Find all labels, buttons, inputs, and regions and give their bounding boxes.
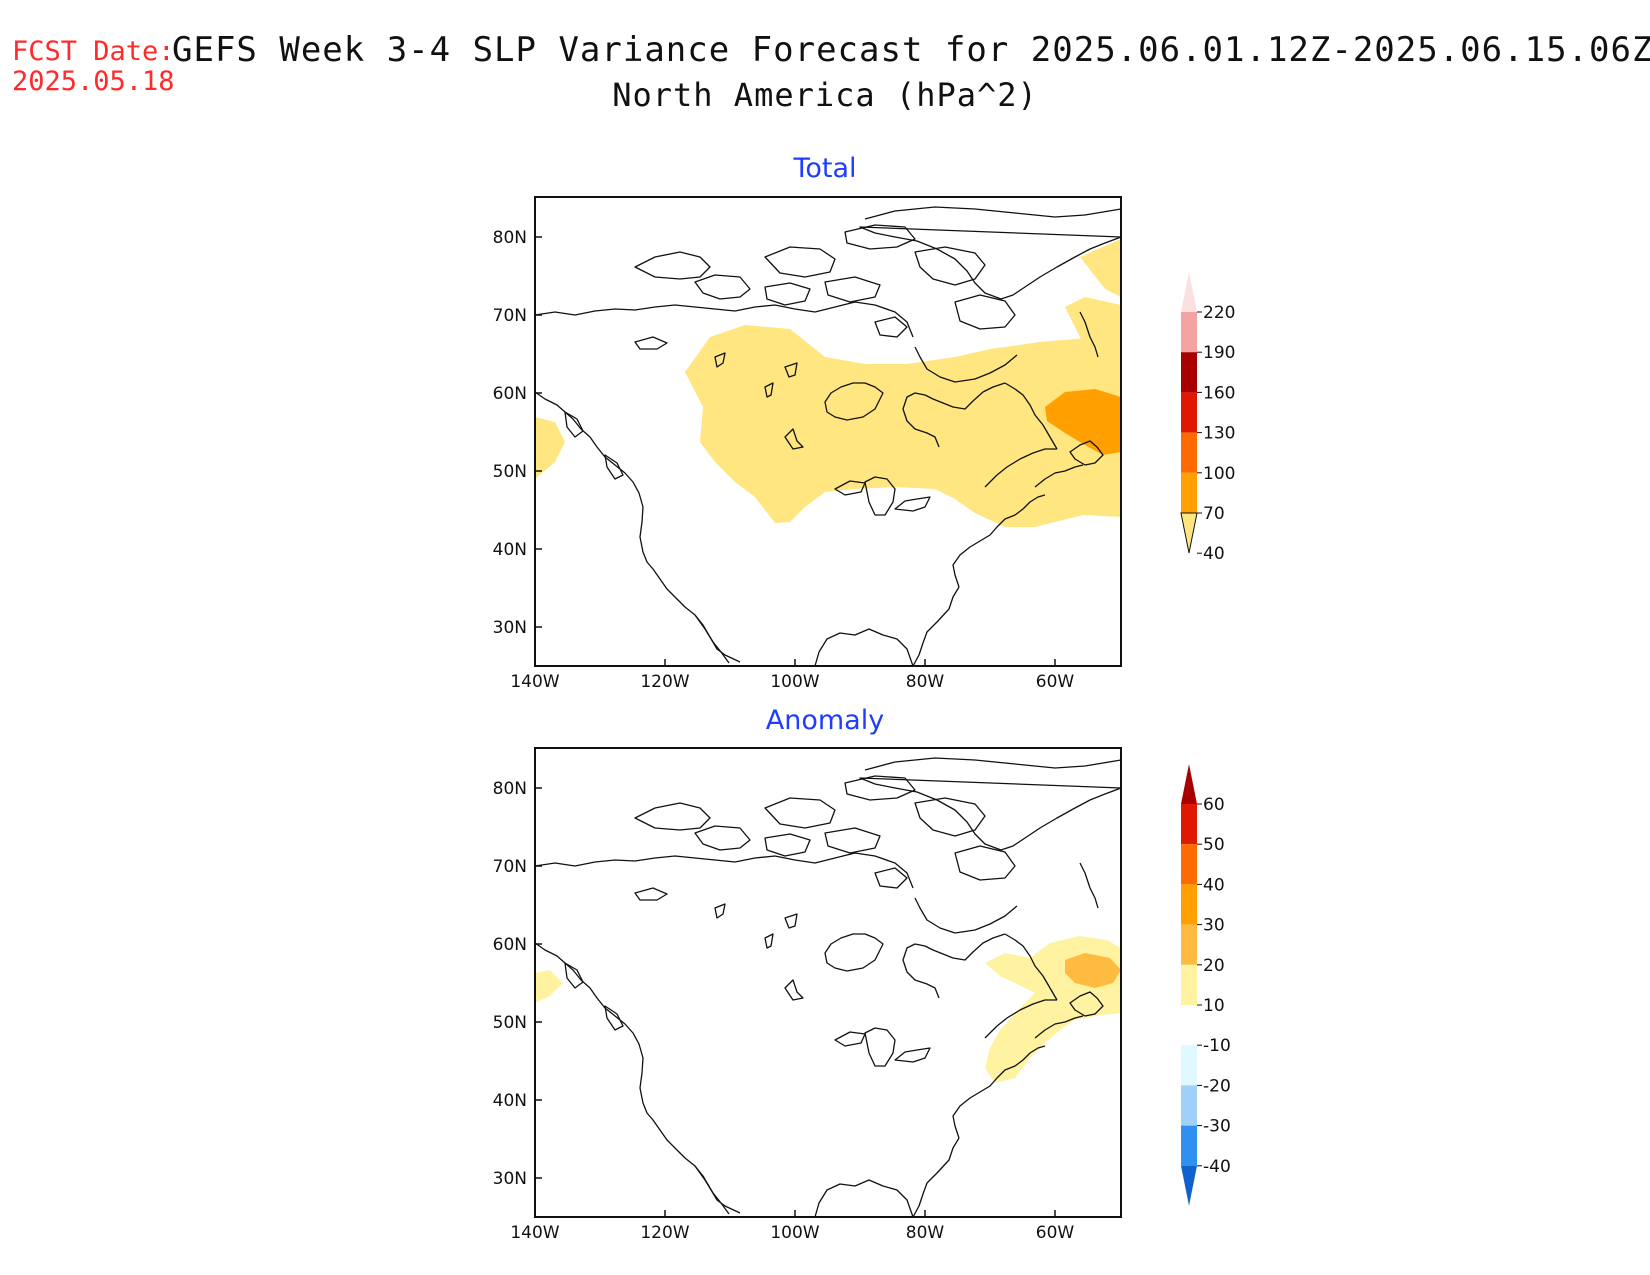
anomaly-colorbar-segment xyxy=(1181,1085,1197,1126)
total-colorbar-label: 40 xyxy=(1203,544,1225,564)
anomaly-colorbar-segment xyxy=(1181,1005,1197,1046)
total-colorbar-segment xyxy=(1181,472,1197,513)
total-lat-label: 40N xyxy=(493,540,527,560)
anomaly-colorbar-bottom-arrow xyxy=(1181,1165,1197,1206)
anomaly-lon-label: 80W xyxy=(906,1223,945,1243)
forecast-date-value: 2025.05.18 xyxy=(12,66,175,97)
total-lon-label: 140W xyxy=(510,672,559,692)
anomaly-colorbar-label: 20 xyxy=(1203,956,1225,976)
anomaly-colorbar-label: -40 xyxy=(1203,1157,1231,1177)
anomaly-colorbar-top-arrow xyxy=(1181,764,1197,804)
total-lat-label: 60N xyxy=(493,384,527,404)
anomaly-colorbar-segment xyxy=(1181,924,1197,965)
anomaly-colorbar-label: 60 xyxy=(1203,795,1225,815)
total-lon-label: 120W xyxy=(640,672,689,692)
total-colorbar-segment xyxy=(1181,432,1197,473)
anomaly-lat-label: 60N xyxy=(493,935,527,955)
anomaly-colorbar-label: -20 xyxy=(1203,1076,1231,1096)
anomaly-map-panel: 80N 70N 60N 50N 40N 30N 140W 120W 100W 80W 60W xyxy=(493,747,1122,1243)
total-lat-label: 30N xyxy=(493,618,527,638)
anomaly-colorbar-segment xyxy=(1181,844,1197,885)
main-title: GEFS Week 3-4 SLP Variance Forecast for … xyxy=(172,30,1650,70)
panel-title-total: Total xyxy=(793,153,857,184)
total-colorbar-label: 130 xyxy=(1203,424,1235,444)
anomaly-colorbar-label: -30 xyxy=(1203,1117,1231,1137)
anomaly-lon-label: 100W xyxy=(770,1223,819,1243)
subtitle: North America (hPa^2) xyxy=(612,76,1038,114)
total-lat-label: 80N xyxy=(493,228,527,248)
total-lon-label: 100W xyxy=(770,672,819,692)
anomaly-lat-label: 70N xyxy=(493,857,527,877)
total-colorbar-top-arrow xyxy=(1181,272,1197,312)
total-colorbar-bottom-arrow xyxy=(1180,512,1198,554)
total-colorbar-label: 160 xyxy=(1203,383,1235,403)
panel-title-anomaly: Anomaly xyxy=(765,705,885,736)
anomaly-colorbar-label: 40 xyxy=(1203,875,1225,895)
total-colorbar-label: 70 xyxy=(1203,504,1225,524)
total-lon-label: 80W xyxy=(906,672,945,692)
anomaly-lon-label: 60W xyxy=(1036,1223,1075,1243)
anomaly-lon-label: 120W xyxy=(640,1223,689,1243)
anomaly-colorbar-label: -10 xyxy=(1203,1036,1231,1056)
anomaly-shading xyxy=(535,936,1121,1083)
total-axis-labels: 80N 70N 60N 50N 40N 30N 140W 120W 100W 80W 60W xyxy=(493,228,1075,692)
anomaly-colorbar: 60 50 40 30 20 10 -10 -20 -30 -40 xyxy=(1181,764,1231,1206)
total-lat-label: 50N xyxy=(493,462,527,482)
anomaly-axis-labels: 80N 70N 60N 50N 40N 30N 140W 120W 100W 80W 60W xyxy=(493,779,1075,1243)
anomaly-lat-label: 50N xyxy=(493,1013,527,1033)
total-colorbar: 220 190 160 130 100 70 40 xyxy=(1180,272,1235,564)
total-colorbar-label: 100 xyxy=(1203,464,1235,484)
total-colorbar-label: 190 xyxy=(1203,343,1235,363)
anomaly-lat-label: 30N xyxy=(493,1169,527,1189)
anomaly-lat-label: 40N xyxy=(493,1091,527,1111)
total-colorbar-label: 220 xyxy=(1203,303,1235,323)
anomaly-colorbar-label: 30 xyxy=(1203,916,1225,936)
anomaly-colorbar-label: 50 xyxy=(1203,835,1225,855)
anomaly-colorbar-label: 10 xyxy=(1203,996,1225,1016)
total-colorbar-segment xyxy=(1181,392,1197,433)
anomaly-lat-label: 80N xyxy=(493,779,527,799)
total-map-panel: 80N 70N 60N 50N 40N 30N 140W 120W 100W 80W 60W xyxy=(493,196,1122,692)
forecast-date-label: FCST Date: xyxy=(12,36,175,67)
anomaly-colorbar-segment xyxy=(1181,884,1197,925)
total-lon-label: 60W xyxy=(1036,672,1075,692)
total-colorbar-segment xyxy=(1181,312,1197,353)
anomaly-colorbar-segment xyxy=(1181,1125,1197,1166)
anomaly-colorbar-segment xyxy=(1181,1045,1197,1086)
anomaly-lon-label: 140W xyxy=(510,1223,559,1243)
anomaly-colorbar-segment xyxy=(1181,964,1197,1005)
total-colorbar-segment xyxy=(1181,352,1197,393)
total-lat-label: 70N xyxy=(493,306,527,326)
anomaly-colorbar-segment xyxy=(1181,804,1197,845)
